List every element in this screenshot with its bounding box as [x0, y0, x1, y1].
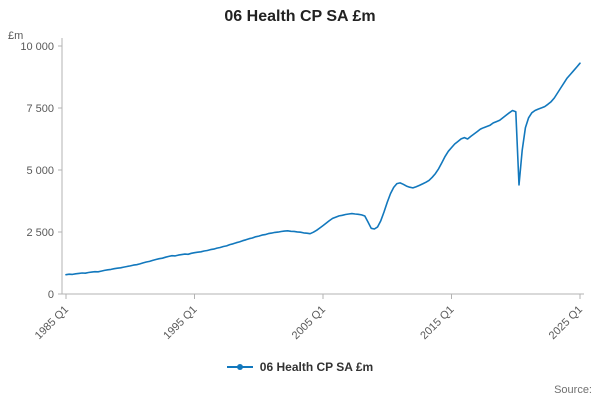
y-axis-tick-label: 7 500	[26, 103, 54, 115]
legend-line-marker-icon	[226, 364, 253, 370]
y-axis-tick-label: 0	[48, 289, 54, 301]
legend[interactable]: 06 Health CP SA £m	[0, 360, 600, 374]
source-label: Source:	[554, 384, 592, 396]
chart-title: 06 Health CP SA £m	[224, 8, 376, 25]
y-axis-unit-label: £m	[8, 30, 24, 42]
x-axis-tick-label: 1985 Q1	[33, 304, 71, 342]
x-axis-tick-label: 2015 Q1	[418, 304, 456, 342]
y-axis-tick-label: 2 500	[26, 227, 54, 239]
x-axis-tick-label: 2025 Q1	[547, 304, 585, 342]
series-line	[65, 62, 581, 276]
x-axis-tick-label: 1995 Q1	[161, 304, 199, 342]
plot-area: 0 2 500 5 000 7 500 10 000 1985 Q1 1995 Q1 2005…	[20, 38, 585, 342]
legend-label: 06 Health CP SA £m	[259, 360, 374, 374]
y-axis-tick-label: 10 000	[20, 41, 54, 53]
y-axis-tick-label: 5 000	[26, 165, 54, 177]
x-axis-tick-label: 2005 Q1	[290, 304, 328, 342]
